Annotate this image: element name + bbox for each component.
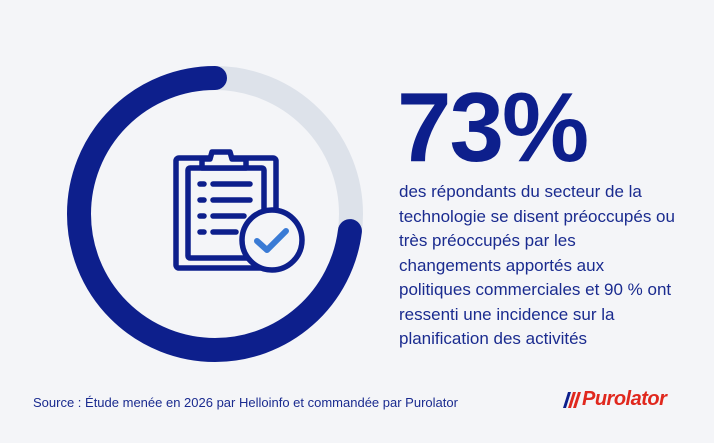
ring-progress [67,66,363,362]
logo-text: Purolator [582,388,667,410]
check-badge-icon [239,207,305,273]
source-note: Source : Étude menée en 2026 par Helloin… [33,395,458,410]
clipboard-checklist-icon [173,149,279,271]
stat-value: 73% [397,72,589,182]
purolator-stripes-icon [563,391,581,408]
stat-description: des répondants du secteur de la technolo… [399,182,675,348]
progress-ring [50,64,380,364]
purolator-logo: Purolator [562,388,667,411]
